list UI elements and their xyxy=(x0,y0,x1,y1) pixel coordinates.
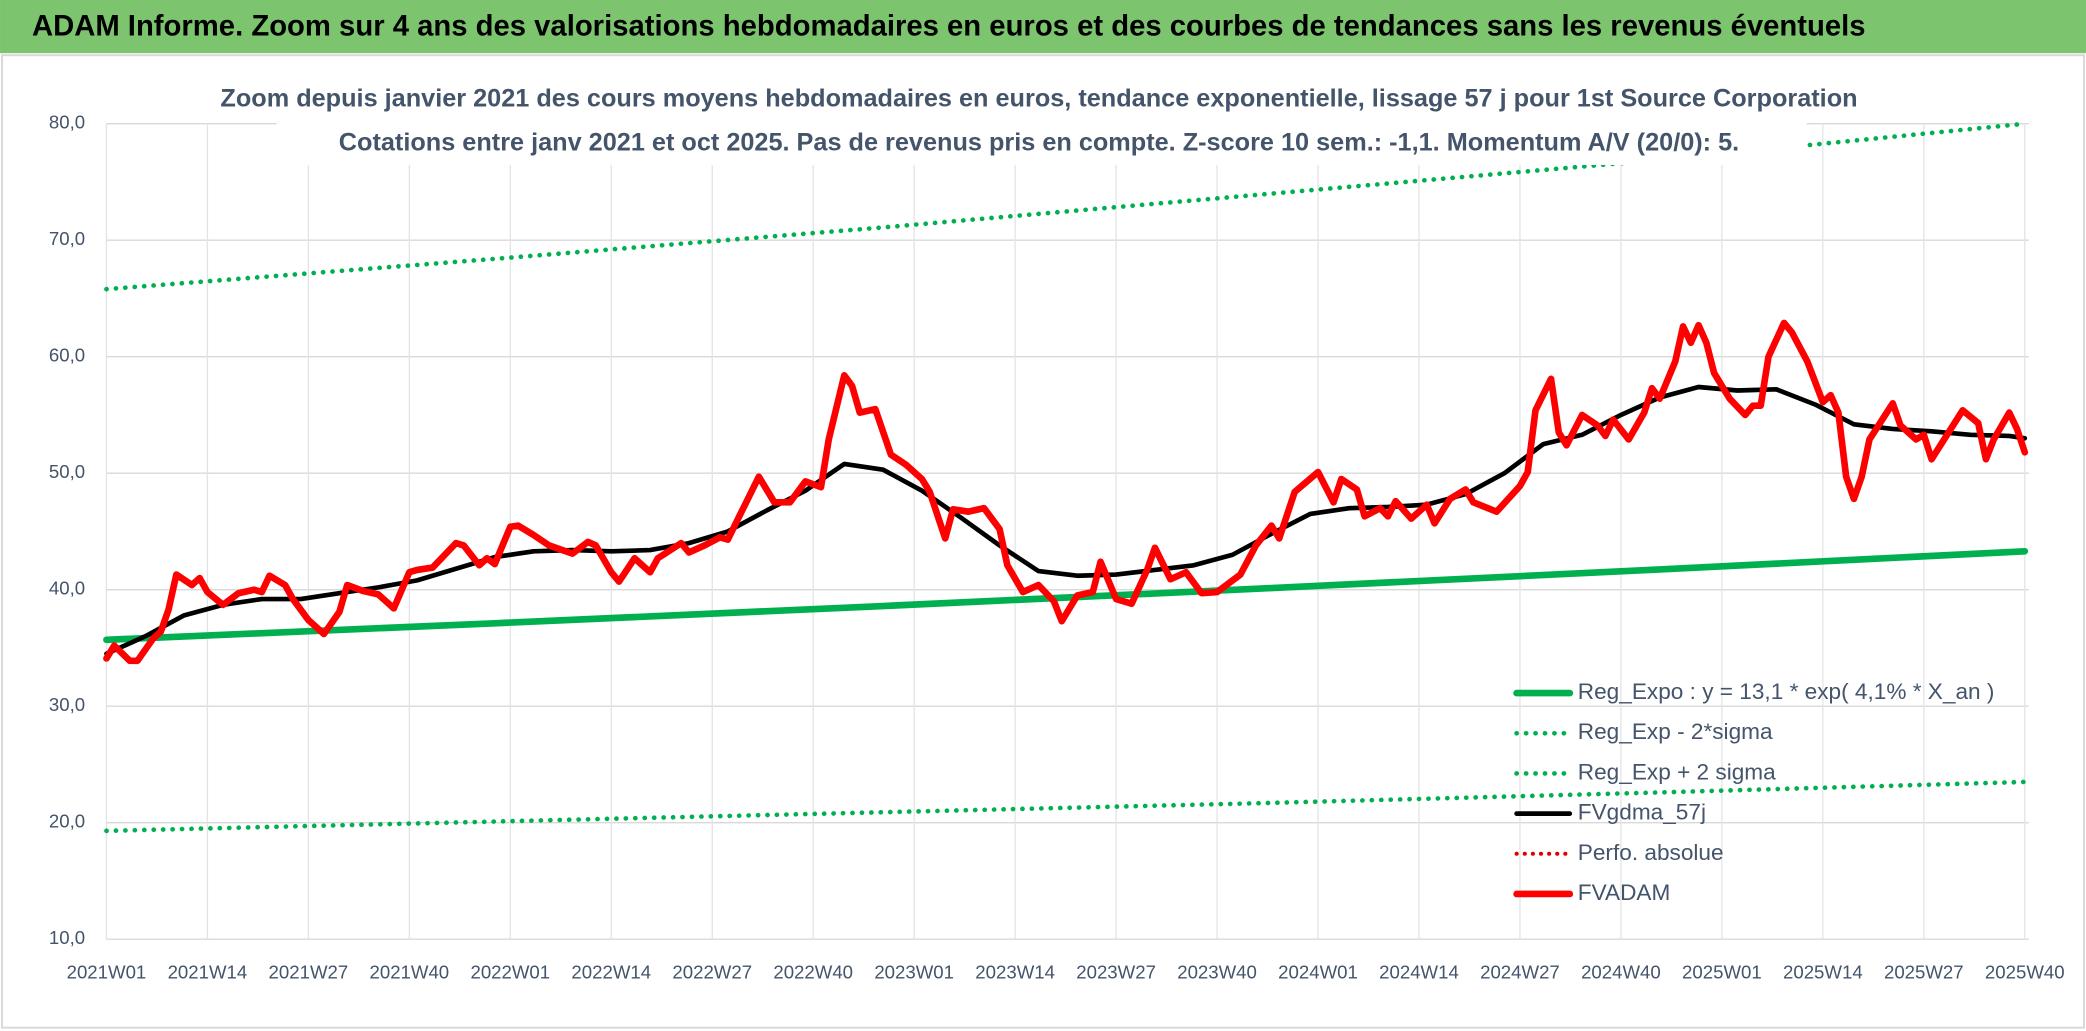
y-tick-label: 70,0 xyxy=(49,228,85,249)
subtitle-line: Cotations entre janv 2021 et oct 2025. P… xyxy=(339,128,1739,156)
y-tick-label: 50,0 xyxy=(49,461,85,482)
subtitle-line: Zoom depuis janvier 2021 des cours moyen… xyxy=(220,84,1857,112)
x-tick-label: 2024W40 xyxy=(1581,962,1661,983)
x-tick-label: 2021W27 xyxy=(269,962,349,983)
x-tick-label: 2022W40 xyxy=(773,962,853,983)
x-tick-label: 2023W40 xyxy=(1177,962,1257,983)
x-tick-label: 2021W14 xyxy=(168,962,248,983)
x-tick-label: 2025W14 xyxy=(1783,962,1863,983)
legend-label: Reg_Expo : y = 13,1 * exp( 4,1% * X_an ) xyxy=(1578,679,1995,704)
y-tick-label: 60,0 xyxy=(49,345,85,366)
x-tick-label: 2024W14 xyxy=(1379,962,1459,983)
y-tick-label: 30,0 xyxy=(49,694,85,715)
x-tick-label: 2024W27 xyxy=(1480,962,1560,983)
legend-label: Reg_Exp + 2 sigma xyxy=(1578,759,1776,784)
legend-label: FVgdma_57j xyxy=(1578,800,1706,825)
series-line xyxy=(104,779,2028,834)
x-tick-label: 2022W01 xyxy=(470,962,550,983)
legend: Reg_Expo : y = 13,1 * exp( 4,1% * X_an )… xyxy=(1513,679,1995,905)
y-tick-label: 40,0 xyxy=(49,578,85,599)
header-bar xyxy=(0,0,2086,54)
header-title: ADAM Informe. Zoom sur 4 ans des valoris… xyxy=(32,11,1866,43)
legend-label: Reg_Exp - 2*sigma xyxy=(1578,719,1773,744)
plot-lines xyxy=(103,121,2029,834)
x-tick-label: 2021W01 xyxy=(67,962,147,983)
x-tick-label: 2021W40 xyxy=(370,962,450,983)
legend-label: Perfo. absolue xyxy=(1578,840,1724,865)
y-tick-label: 80,0 xyxy=(49,112,85,133)
legend-label: FVADAM xyxy=(1578,880,1671,905)
x-tick-label: 2025W40 xyxy=(1985,962,2065,983)
x-tick-label: 2023W14 xyxy=(975,962,1055,983)
x-tick-label: 2025W27 xyxy=(1884,962,1964,983)
x-tick-label: 2023W27 xyxy=(1076,962,1156,983)
x-tick-label: 2024W01 xyxy=(1278,962,1358,983)
chart-frame xyxy=(1,54,2085,1029)
y-tick-label: 20,0 xyxy=(49,811,85,832)
x-tick-label: 2022W14 xyxy=(571,962,651,983)
x-tick-label: 2025W01 xyxy=(1682,962,1762,983)
x-tick-label: 2023W01 xyxy=(874,962,954,983)
series-line xyxy=(103,319,2029,665)
x-tick-label: 2022W27 xyxy=(672,962,752,983)
subtitle-background xyxy=(276,77,1807,165)
y-tick-label: 10,0 xyxy=(49,927,85,948)
series-line xyxy=(104,121,2028,292)
